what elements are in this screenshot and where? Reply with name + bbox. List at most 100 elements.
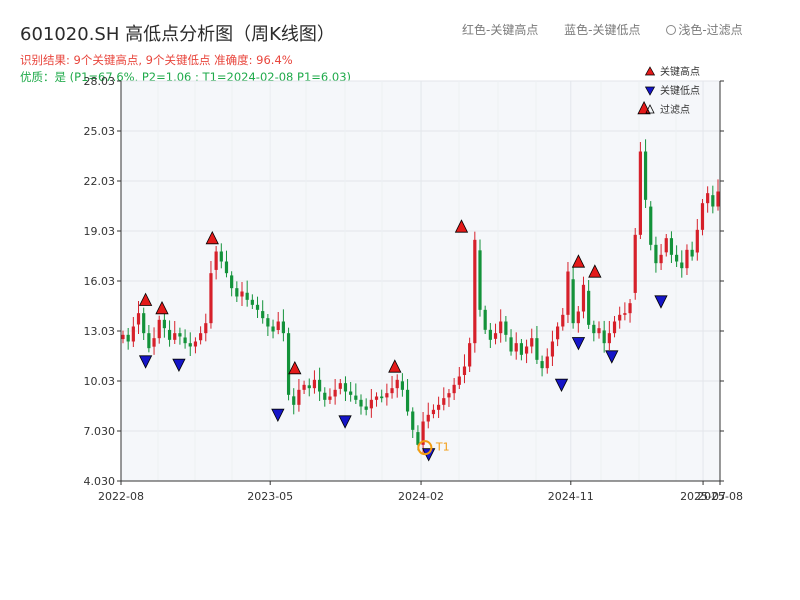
candle-body: [535, 338, 539, 360]
candle-body: [354, 395, 358, 400]
candle-body: [561, 314, 565, 327]
y-tick-label: 28.03: [84, 75, 116, 88]
candle-body: [359, 399, 363, 407]
candle-body: [633, 234, 637, 293]
candle-body: [219, 251, 223, 262]
header-legend-light: 浅色-过滤点: [678, 23, 743, 37]
candle-body: [199, 333, 203, 341]
t1-label: T1: [435, 441, 450, 454]
candle-body: [421, 421, 425, 445]
candle-body: [576, 311, 580, 324]
legend-label: 关键高点: [660, 65, 700, 78]
candle-body: [292, 396, 296, 405]
candle-body: [519, 343, 523, 355]
candle-body: [157, 319, 161, 339]
candle-body: [587, 290, 591, 325]
candle-body: [147, 333, 151, 349]
candle-body: [680, 262, 684, 269]
candle-body: [297, 389, 301, 405]
candle-body: [669, 238, 674, 255]
candle-body: [276, 321, 280, 330]
candle-body: [607, 333, 611, 344]
candle-body: [685, 249, 689, 269]
candle-body: [592, 324, 596, 334]
y-tick-label: 25.03: [84, 125, 116, 138]
key-high-marker: [205, 230, 219, 245]
candle-body: [235, 288, 239, 297]
key-high-marker: [454, 219, 469, 233]
y-tick-label: 19.03: [84, 225, 116, 238]
hollow-circle-icon: [666, 25, 677, 35]
candle-body: [349, 391, 353, 395]
key-high-marker: [155, 300, 169, 315]
candle-body: [204, 323, 208, 334]
candle-body: [411, 411, 415, 430]
x-tick-label: 2025-08: [697, 490, 743, 503]
legend-label: 过滤点: [660, 103, 690, 116]
candle-body: [400, 381, 404, 390]
candle-body: [380, 396, 384, 399]
candle-body: [142, 313, 146, 334]
legend-filtered-marker: [645, 104, 655, 114]
candle-body: [188, 343, 192, 347]
candle-body: [136, 313, 141, 325]
legend-high-marker: [644, 66, 656, 76]
key-low-marker: [571, 337, 586, 351]
candle-body: [152, 338, 156, 347]
x-tick-label: 2025-07: [680, 490, 726, 503]
candle-body: [556, 326, 560, 340]
y-tick-label: 4.030: [84, 475, 116, 488]
candle-body: [271, 326, 275, 332]
candle-body: [442, 398, 446, 405]
candle-body: [437, 404, 441, 410]
key-low-marker: [654, 295, 668, 309]
key-high-marker: [288, 360, 302, 375]
candle-body: [514, 343, 518, 352]
header-legend: 红色-关键高点 蓝色-关键低点 浅色-过滤点: [462, 21, 765, 38]
candle-body: [706, 193, 710, 204]
candle-body: [131, 326, 135, 342]
candle-body: [426, 414, 430, 422]
candle-body: [302, 384, 306, 390]
candle-body: [483, 309, 487, 330]
candle-body: [121, 334, 125, 340]
candle-body: [245, 292, 249, 300]
candle-body: [447, 393, 451, 398]
candle-body: [638, 151, 642, 235]
candle-body: [602, 330, 606, 344]
t1-circle: [417, 440, 433, 456]
candle-body: [711, 195, 715, 207]
candle-body: [390, 388, 394, 394]
candle-body: [457, 376, 461, 385]
candle-body: [612, 321, 617, 334]
key-high-marker: [388, 359, 402, 373]
candle-body: [659, 254, 663, 264]
x-tick-label: 2022-08: [98, 490, 144, 503]
candle-body: [488, 329, 492, 340]
candle-body: [385, 393, 389, 398]
y-tick-label: 13.03: [84, 325, 116, 338]
y-tick-label: 22.03: [84, 175, 116, 188]
candle-body: [675, 254, 679, 262]
candle-body: [312, 379, 317, 389]
candle-body: [328, 396, 332, 400]
header-legend-blue: 蓝色-关键低点: [564, 23, 641, 37]
candle-body: [716, 191, 720, 207]
key-low-marker: [138, 355, 153, 369]
candle-body: [364, 406, 368, 410]
result-info: 识别结果: 9个关键高点, 9个关键低点 准确度: 96.4%: [20, 53, 293, 67]
candle-body: [307, 385, 311, 389]
candle-body: [214, 251, 218, 270]
candle-body: [178, 333, 182, 337]
candle-body: [338, 383, 342, 389]
candle-body: [700, 203, 705, 230]
candle-body: [193, 341, 198, 347]
candle-body: [167, 329, 172, 340]
candle-body: [405, 389, 410, 412]
candle-body: [618, 314, 622, 321]
candle-body: [318, 379, 322, 392]
y-tick-label: 10.03: [84, 375, 116, 388]
candle-body: [524, 346, 529, 354]
